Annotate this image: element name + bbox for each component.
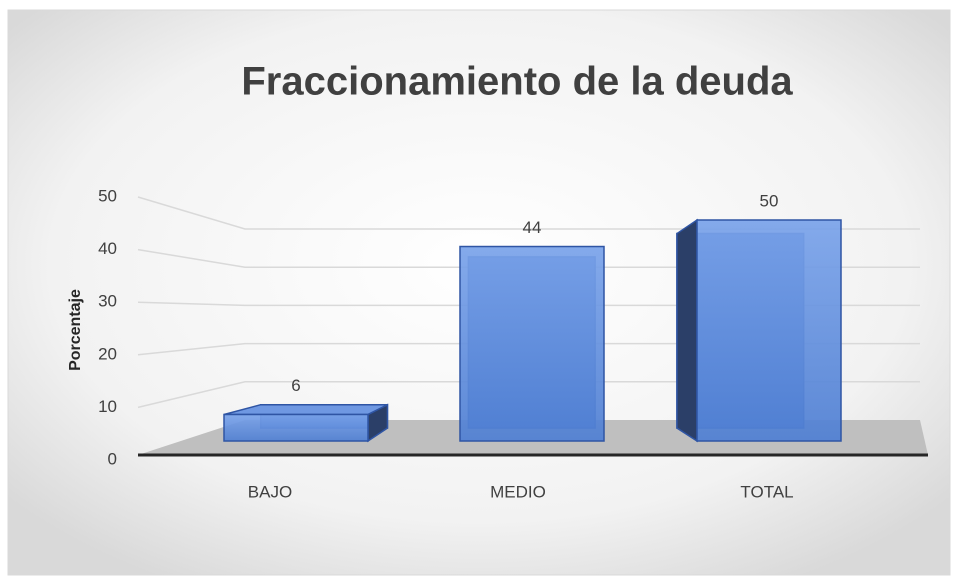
y-axis-title: Porcentaje: [67, 289, 84, 371]
bar-front: [696, 219, 842, 442]
chart-title: Fraccionamiento de la deuda: [241, 60, 793, 104]
bar: [676, 218, 842, 443]
y-tick-label: 40: [98, 239, 117, 258]
data-label: 50: [760, 191, 779, 210]
y-tick-label: 50: [98, 186, 117, 205]
data-label: 6: [291, 376, 300, 395]
y-tick-label: 30: [98, 292, 117, 311]
bar-front: [459, 245, 605, 442]
y-tick-label: 10: [98, 397, 117, 416]
x-tick-label: TOTAL: [740, 482, 793, 501]
bar: [459, 245, 605, 442]
bar-front: [223, 413, 369, 442]
y-tick-label: 0: [108, 449, 117, 468]
x-tick-label: MEDIO: [490, 482, 546, 501]
y-tick-label: 20: [98, 344, 117, 363]
x-tick-label: BAJO: [248, 482, 292, 501]
data-label: 44: [523, 218, 542, 237]
bar: [223, 403, 389, 443]
bar-side: [676, 218, 698, 443]
